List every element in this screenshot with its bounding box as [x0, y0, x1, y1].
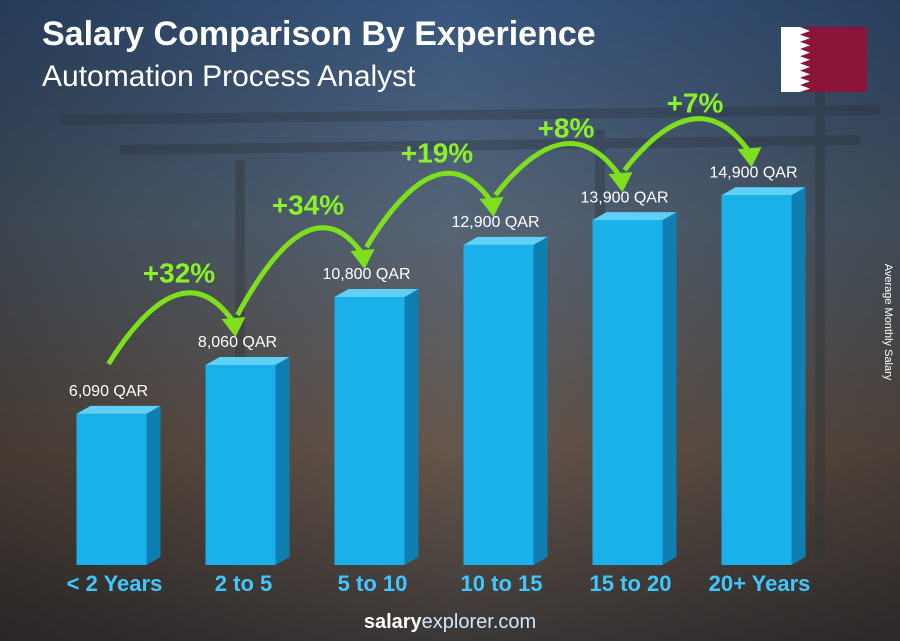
bar-top [76, 405, 161, 414]
change-arrowhead [737, 147, 762, 168]
chart-subtitle: Automation Process Analyst [42, 60, 416, 93]
change-arrow [235, 225, 367, 317]
chart-title: Salary Comparison By Experience [42, 15, 596, 53]
bar-top [721, 187, 806, 196]
bar-top [463, 236, 548, 245]
value-label: 12,900 QAR [451, 214, 539, 231]
bar [76, 413, 147, 565]
bar-side [146, 405, 161, 565]
footer: salaryexplorer.com [364, 611, 536, 633]
x-tick-label: 5 to 10 [338, 571, 408, 596]
change-arrowhead [608, 172, 633, 193]
y-axis-label: Average Monthly Salary [882, 264, 894, 381]
x-tick-label: < 2 Years [67, 571, 163, 596]
value-label: 10,800 QAR [322, 266, 410, 283]
footer-brand: salary [364, 611, 423, 633]
bar [592, 220, 663, 565]
x-tick-label: 20+ Years [709, 571, 811, 596]
value-label: 13,900 QAR [580, 189, 668, 206]
x-tick-label: 10 to 15 [461, 571, 543, 596]
change-arrow [364, 170, 496, 249]
value-label: 14,900 QAR [709, 165, 797, 182]
change-label: +7% [667, 88, 724, 119]
bar-side [791, 187, 806, 565]
x-tick-label: 15 to 20 [590, 571, 672, 596]
flag [781, 27, 867, 92]
bar-top [334, 289, 419, 298]
change-label: +32% [143, 257, 215, 288]
change-label: +34% [272, 189, 344, 220]
change-label: +19% [401, 137, 473, 168]
value-label: 8,060 QAR [198, 334, 277, 351]
bar-side [404, 289, 419, 565]
value-label: 6,090 QAR [69, 383, 148, 400]
change-arrowhead [479, 196, 504, 217]
change-arrow [493, 141, 625, 197]
bar-side [662, 212, 677, 565]
bar [463, 244, 534, 565]
footer-domain: explorer.com [422, 611, 537, 633]
bar-top [205, 357, 290, 366]
bar [721, 195, 792, 565]
change-arrowhead [350, 249, 375, 270]
change-arrowhead [221, 317, 246, 338]
change-arrow [106, 290, 238, 366]
x-tick-label: 2 to 5 [215, 571, 272, 596]
bar-side [533, 236, 548, 565]
bar [205, 365, 276, 565]
bar-side [275, 357, 290, 565]
bar [334, 297, 405, 565]
change-arrow [622, 116, 754, 172]
bar-top [592, 212, 677, 221]
change-label: +8% [538, 112, 595, 143]
